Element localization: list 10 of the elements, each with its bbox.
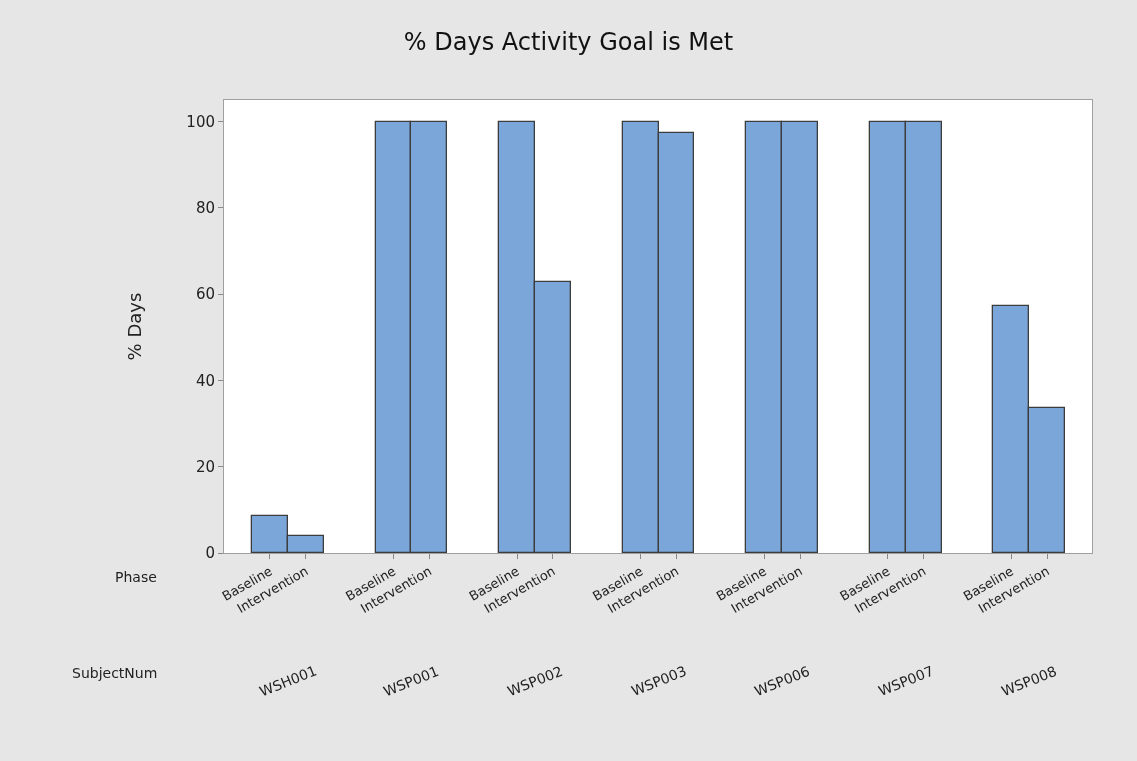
text: SubjectNum [72, 665, 158, 681]
text: Phase [115, 569, 157, 585]
y-tick-label: 60 [195, 285, 215, 304]
y-axis-title: % Days [123, 292, 145, 361]
y-tick-label: 80 [195, 199, 215, 218]
y-tick-label: 100 [186, 112, 215, 131]
y-tick-label: 40 [195, 371, 215, 390]
chart-title: % Days Activity Goal is Met [403, 28, 734, 57]
y-tick-label: 0 [205, 544, 215, 563]
y-tick-label: 20 [195, 457, 215, 476]
